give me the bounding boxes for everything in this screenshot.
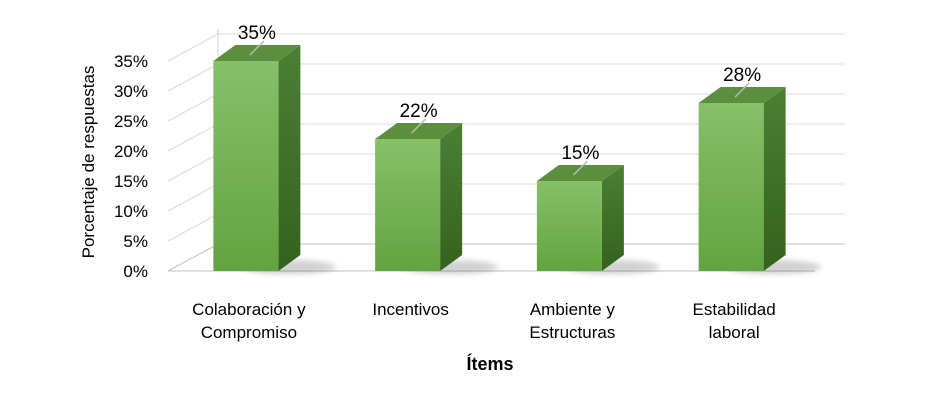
- bar: [213, 61, 279, 271]
- x-tick-label: Colaboración y Compromiso: [192, 300, 306, 342]
- x-tick-label: Estabilidad laboral: [693, 300, 776, 342]
- bar-side: [440, 123, 463, 271]
- data-label: 35%: [238, 23, 276, 44]
- data-label: 22%: [400, 101, 438, 122]
- y-tick-label: 25%: [114, 112, 148, 131]
- bar-group: 35%: [213, 23, 337, 274]
- bar-side: [601, 165, 624, 271]
- bar-top: [698, 87, 786, 103]
- bar: [375, 139, 441, 271]
- bars: 35% 22% 15% 28%: [213, 23, 822, 274]
- y-tick-label: 20%: [114, 142, 148, 161]
- data-label-leader: [734, 82, 750, 98]
- y-tick-label: 0%: [123, 262, 148, 281]
- y-axis-title: Porcentaje de respuestas: [79, 66, 98, 259]
- data-label-leader: [411, 118, 427, 134]
- x-axis-ticks: Colaboración y Compromiso Incentivos Ambien…: [192, 300, 776, 342]
- bar-top: [536, 165, 624, 181]
- y-tick-label: 5%: [123, 232, 148, 251]
- y-tick-label: 35%: [114, 52, 148, 71]
- bar-group: 22%: [375, 101, 499, 274]
- bar-side: [278, 45, 301, 271]
- y-tick-label: 30%: [114, 82, 148, 101]
- x-tick-label: Ambiente y Estructuras: [529, 300, 615, 342]
- y-axis-ticks: 0% 5% 10% 15% 20% 25% 30% 35%: [114, 52, 148, 281]
- bar-top: [375, 123, 463, 139]
- data-label-leader: [572, 160, 588, 176]
- bar-side: [763, 87, 786, 271]
- y-tick-label: 15%: [114, 172, 148, 191]
- x-tick-label: Incentivos: [372, 300, 449, 319]
- x-axis-title: Ítems: [466, 353, 513, 374]
- data-label-leader: [249, 40, 265, 56]
- data-label: 28%: [723, 65, 761, 86]
- bar-group: 15%: [536, 143, 660, 274]
- y-tick-label: 10%: [114, 202, 148, 221]
- bar: [536, 181, 602, 271]
- data-label: 15%: [561, 143, 599, 164]
- bar-group: 28%: [698, 65, 822, 274]
- bar-top: [213, 45, 301, 61]
- bar: [698, 103, 764, 271]
